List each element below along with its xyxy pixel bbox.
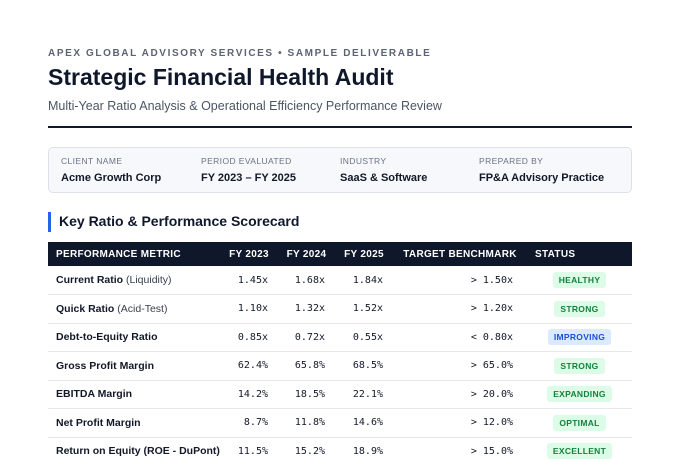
status-cell: EXPANDING — [527, 380, 632, 409]
metric-name: Net Profit Margin — [56, 416, 141, 429]
table-row: Net Profit Margin 8.7% 11.8% 14.6% > 12.0% OP… — [48, 409, 632, 438]
metric-name-cell: Debt-to-Equity Ratio — [48, 323, 220, 352]
table-row: EBITDA Margin 14.2% 18.5% 22.1% > 20.0% EXPAN… — [48, 380, 632, 409]
metric-name: Debt-to-Equity Ratio — [56, 331, 158, 344]
col-header-benchmark: TARGET BENCHMARK — [403, 248, 517, 260]
status-cell: HEALTHY — [527, 266, 632, 295]
fy2024-value: 0.72x — [294, 331, 325, 343]
fy2023-value: 8.7% — [243, 417, 268, 429]
target-benchmark: > 12.0% — [470, 417, 513, 429]
fy2024-value: 18.5% — [294, 388, 325, 400]
fy2023-value: 1.45x — [237, 274, 268, 286]
target-benchmark: > 65.0% — [470, 360, 513, 372]
fy2025-value: 22.1% — [352, 388, 383, 400]
fy2025-value: 1.52x — [352, 303, 383, 315]
meta-prepared-value: FP&A Advisory Practice — [479, 172, 605, 184]
col-header-fy2024: FY 2024 — [286, 248, 327, 260]
report-eyebrow: APEX GLOBAL ADVISORY SERVICES • SAMPLE D… — [48, 48, 432, 59]
table-row: Current Ratio (Liquidity) 1.45x 1.68x 1.84x… — [48, 266, 632, 295]
fy2023-value: 0.85x — [237, 331, 268, 343]
fy2024-value: 11.8% — [294, 417, 325, 429]
fy2024-value: 65.8% — [294, 360, 325, 372]
fy2024-value: 1.68x — [294, 274, 325, 286]
fy2025-value: 18.9% — [352, 445, 383, 457]
col-header-status: STATUS — [535, 248, 576, 260]
metric-name-cell: Gross Profit Margin — [48, 352, 220, 381]
status-badge: EXCELLENT — [546, 443, 613, 459]
metric-name: Return on Equity (ROE - DuPont) — [56, 445, 220, 458]
fy2025-value: 0.55x — [352, 331, 383, 343]
status-cell: OPTIMAL — [527, 409, 632, 438]
target-benchmark: > 15.0% — [470, 445, 513, 457]
fy2023-value: 14.2% — [237, 388, 268, 400]
metric-name: Gross Profit Margin — [56, 359, 155, 372]
meta-client-value: Acme Growth Corp — [61, 172, 162, 184]
metric-name: Quick Ratio — [56, 302, 115, 315]
fy2025-value: 14.6% — [352, 417, 383, 429]
table-row: Gross Profit Margin 62.4% 65.8% 68.5% > 65.0… — [48, 352, 632, 381]
page-subtitle: Multi-Year Ratio Analysis & Operational … — [48, 99, 442, 113]
fy2023-value: 62.4% — [237, 360, 268, 372]
section-title: Key Ratio & Performance Scorecard — [59, 213, 300, 229]
metric-qualifier: (Liquidity) — [126, 274, 172, 286]
title-divider — [48, 126, 632, 128]
metric-name-cell: Quick Ratio (Acid-Test) — [48, 295, 220, 324]
metric-name: EBITDA Margin — [56, 388, 133, 401]
metric-name: Current Ratio — [56, 274, 124, 286]
status-cell: IMPROVING — [527, 323, 632, 352]
fy2024-value: 15.2% — [294, 445, 325, 457]
meta-client: CLIENT NAME Acme Growth Corp — [61, 156, 161, 184]
table-body: Current Ratio (Liquidity) 1.45x 1.68x 1.84x… — [48, 266, 632, 459]
target-benchmark: < 0.80x — [470, 331, 513, 343]
page-title: Strategic Financial Health Audit — [48, 64, 394, 90]
meta-client-label: CLIENT NAME — [61, 156, 123, 166]
meta-industry: INDUSTRY SaaS & Software — [340, 156, 427, 184]
table-row: Quick Ratio (Acid-Test) 1.10x 1.32x 1.52x > … — [48, 295, 632, 324]
fy2025-value: 1.84x — [352, 274, 383, 286]
meta-period-value: FY 2023 – FY 2025 — [201, 172, 296, 184]
metric-name-cell: Return on Equity (ROE - DuPont) — [48, 437, 220, 459]
status-cell: STRONG — [527, 295, 632, 324]
meta-industry-label: INDUSTRY — [340, 156, 387, 166]
metric-name-cell: Current Ratio (Liquidity) — [48, 266, 220, 295]
metric-name-cell: Net Profit Margin — [48, 409, 220, 438]
col-header-fy2023: FY 2023 — [229, 248, 269, 260]
engagement-meta-panel: CLIENT NAME Acme Growth Corp PERIOD EVAL… — [48, 147, 632, 193]
meta-period: PERIOD EVALUATED FY 2023 – FY 2025 — [201, 156, 296, 184]
scorecard-table: PERFORMANCE METRIC FY 2023 FY 2024 FY 20… — [48, 242, 632, 459]
table-row: Debt-to-Equity Ratio 0.85x 0.72x 0.55x < 0.8… — [48, 323, 632, 352]
table-row: Return on Equity (ROE - DuPont) 11.5% 15.2… — [48, 437, 632, 459]
table-header-row: PERFORMANCE METRIC FY 2023 FY 2024 FY 20… — [48, 242, 632, 266]
fy2023-value: 1.10x — [237, 303, 268, 315]
status-badge: OPTIMAL — [553, 414, 606, 431]
col-header-metric: PERFORMANCE METRIC — [56, 248, 181, 260]
target-benchmark: > 1.50x — [470, 274, 513, 286]
target-benchmark: > 20.0% — [470, 388, 513, 400]
report-page: APEX GLOBAL ADVISORY SERVICES • SAMPLE D… — [48, 0, 632, 459]
meta-industry-value: SaaS & Software — [340, 172, 428, 184]
section-accent-bar — [48, 212, 51, 232]
fy2024-value: 1.32x — [294, 303, 325, 315]
status-badge: IMPROVING — [547, 329, 612, 346]
metric-qualifier: (Acid-Test) — [117, 302, 168, 315]
status-cell: EXCELLENT — [527, 437, 632, 459]
status-badge: STRONG — [554, 300, 605, 317]
fy2025-value: 68.5% — [352, 360, 383, 372]
col-header-fy2025: FY 2025 — [344, 248, 384, 260]
meta-period-label: PERIOD EVALUATED — [201, 156, 292, 166]
meta-prepared: PREPARED BY FP&A Advisory Practice — [479, 156, 604, 184]
status-badge: EXPANDING — [547, 386, 612, 403]
status-badge: STRONG — [554, 357, 605, 374]
fy2023-value: 11.5% — [237, 445, 268, 457]
target-benchmark: > 1.20x — [470, 303, 513, 315]
metric-name-cell: EBITDA Margin — [48, 380, 220, 409]
status-badge: HEALTHY — [552, 272, 607, 288]
status-cell: STRONG — [527, 352, 632, 381]
meta-prepared-label: PREPARED BY — [479, 156, 544, 166]
